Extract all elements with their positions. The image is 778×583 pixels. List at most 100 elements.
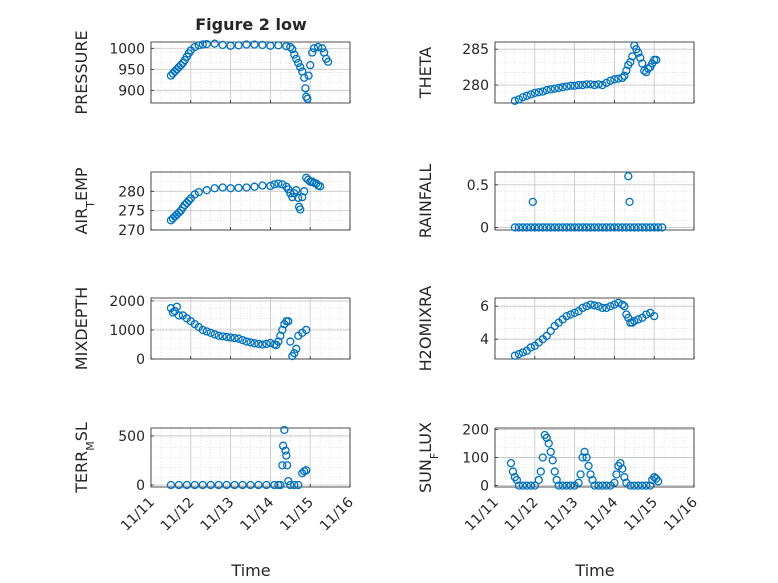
data-point xyxy=(650,223,659,232)
subplot-mixdepth: 0 1000 2000 MIXDEPTH xyxy=(72,287,351,370)
data-point xyxy=(642,310,651,319)
data-point xyxy=(323,57,333,66)
data-point xyxy=(258,181,267,190)
y-tick-label: 1000 xyxy=(109,41,145,57)
data-point xyxy=(258,340,267,349)
data-point xyxy=(250,40,259,49)
data-point xyxy=(176,60,186,70)
data-point xyxy=(530,481,539,490)
data-point xyxy=(594,223,603,232)
data-point xyxy=(638,223,647,232)
data-point xyxy=(510,351,520,360)
data-point xyxy=(294,193,303,203)
y-tick-label: 275 xyxy=(118,204,145,220)
data-point xyxy=(578,223,587,232)
data-point xyxy=(238,335,247,345)
data-point xyxy=(626,57,635,67)
data-point xyxy=(610,478,619,487)
data-point xyxy=(302,325,311,335)
data-point xyxy=(210,184,219,193)
data-point xyxy=(246,480,255,490)
data-point xyxy=(574,223,583,232)
data-point xyxy=(270,180,279,189)
data-point xyxy=(550,84,559,93)
data-point xyxy=(290,349,299,358)
axes-box xyxy=(494,41,695,104)
data-point xyxy=(562,481,571,490)
data-point xyxy=(546,326,555,336)
data-point xyxy=(218,332,227,341)
data-point xyxy=(274,179,283,188)
y-tick-label: 0 xyxy=(136,478,145,494)
data-point xyxy=(198,480,207,490)
data-point xyxy=(542,433,551,442)
data-point xyxy=(528,197,537,207)
data-point xyxy=(590,80,599,90)
data-point xyxy=(174,311,184,320)
data-point xyxy=(308,48,317,57)
data-point xyxy=(630,481,639,490)
data-point xyxy=(526,481,535,490)
data-point xyxy=(182,480,191,490)
y-axis-label: PRESSURE xyxy=(72,30,91,114)
grid xyxy=(150,428,351,487)
x-tick-label: 11/11 xyxy=(118,495,158,535)
data-point xyxy=(538,87,547,96)
data-point xyxy=(602,303,611,313)
y-tick-label: 1000 xyxy=(109,323,145,339)
data-point xyxy=(276,480,285,490)
axes-box xyxy=(150,427,351,488)
data-point xyxy=(172,210,182,219)
data-point xyxy=(606,223,615,232)
x-axis-label-right: Time xyxy=(574,561,614,580)
data-point xyxy=(634,223,643,232)
grid xyxy=(150,172,351,231)
data-point xyxy=(266,181,275,191)
y-tick-label: 900 xyxy=(118,83,145,99)
data-point xyxy=(522,223,531,232)
data-point xyxy=(602,78,611,88)
data-point xyxy=(506,458,516,468)
x-tick-label: 11/16 xyxy=(661,494,701,534)
data-point xyxy=(254,480,263,490)
data-point xyxy=(522,481,531,490)
data-point xyxy=(300,187,309,196)
data-point xyxy=(546,447,555,457)
data-point xyxy=(546,223,555,232)
data-point xyxy=(534,475,543,485)
data-point xyxy=(294,480,303,490)
data-point xyxy=(288,45,297,54)
data-point xyxy=(594,302,603,311)
data-point xyxy=(514,349,524,359)
data-point xyxy=(226,333,235,342)
data-point xyxy=(310,44,319,53)
data-point xyxy=(582,80,591,89)
data-point xyxy=(296,205,305,214)
data-point xyxy=(616,458,625,468)
data-point xyxy=(290,50,299,59)
data-point xyxy=(518,348,528,357)
data-point xyxy=(548,456,557,465)
data-point xyxy=(538,453,547,462)
data-point xyxy=(530,88,539,98)
data-point xyxy=(194,187,203,197)
data-point xyxy=(314,42,323,52)
data-point xyxy=(618,73,627,83)
data-point xyxy=(292,54,301,63)
data-point xyxy=(644,64,653,73)
data-point xyxy=(526,343,535,352)
data-point xyxy=(594,80,603,89)
data-point xyxy=(292,186,301,195)
data-point xyxy=(288,192,297,202)
x-tick-label: 11/16 xyxy=(317,494,357,534)
data-point xyxy=(250,182,259,191)
data-point xyxy=(234,41,243,50)
data-point xyxy=(238,480,247,490)
data-point xyxy=(602,223,611,232)
data-point xyxy=(284,185,293,194)
data-point xyxy=(550,223,559,232)
data-point xyxy=(262,339,271,349)
data-point xyxy=(550,467,559,476)
data-point xyxy=(292,344,301,353)
data-point xyxy=(278,441,288,450)
